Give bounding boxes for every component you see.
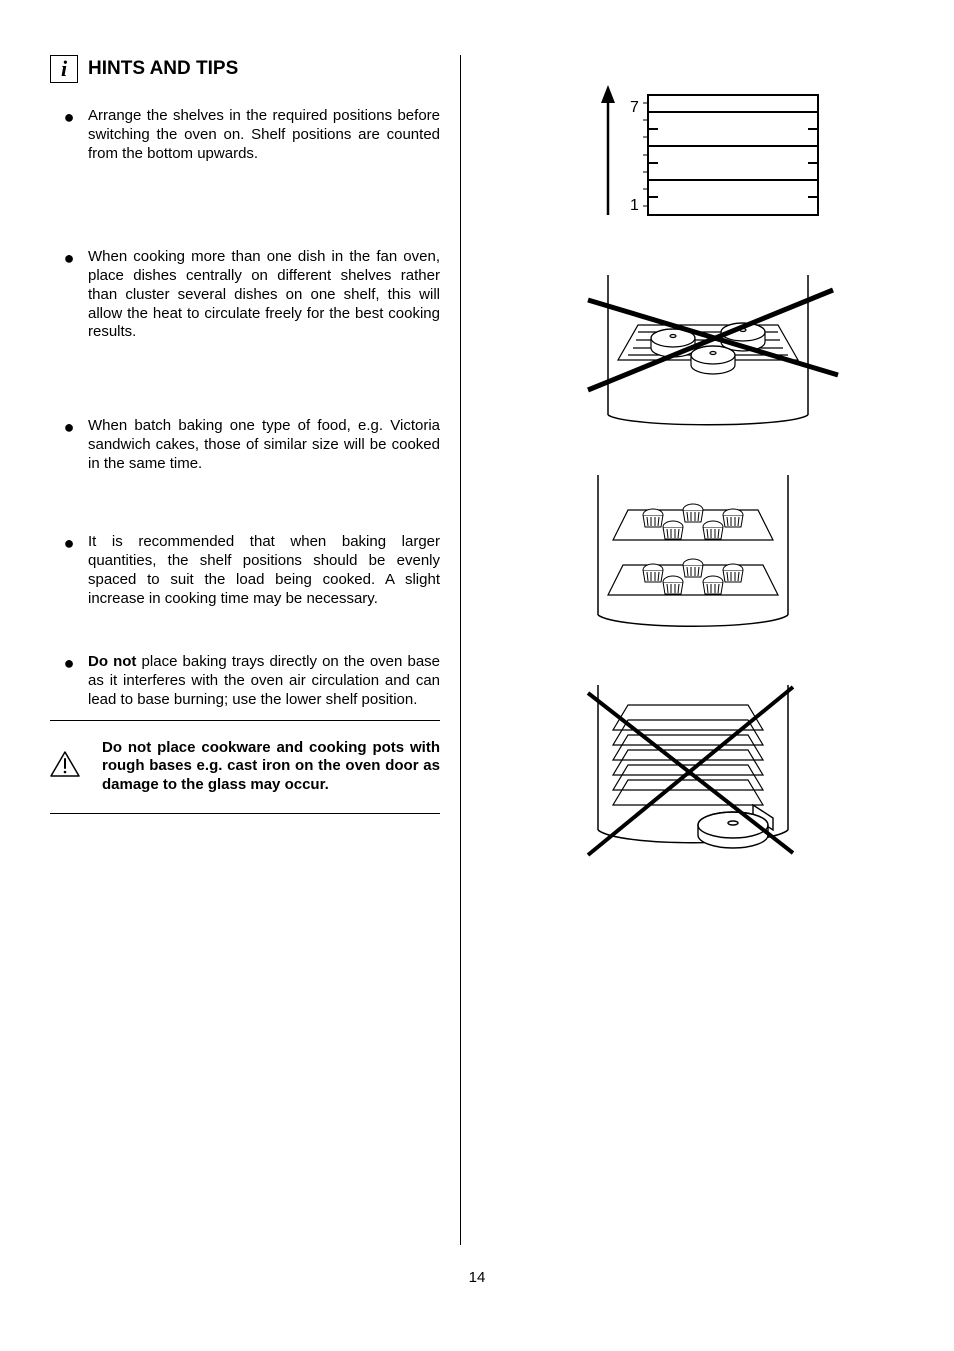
tip-item: ● When batch baking one type of food, e.… — [50, 417, 440, 473]
bullet-icon: ● — [50, 417, 88, 473]
right-column: 7 1 — [460, 55, 885, 1245]
left-column: i HINTS AND TIPS ● Arrange the shelves i… — [50, 55, 460, 1245]
shelf-label-bottom: 1 — [630, 197, 639, 214]
hints-heading: HINTS AND TIPS — [88, 58, 238, 80]
tip-item: ● Do not place baking trays directly on … — [50, 653, 440, 709]
info-icon: i — [50, 55, 78, 83]
tip-text: When cooking more than one dish in the f… — [88, 248, 440, 342]
tip-text: Do not place baking trays directly on th… — [88, 653, 440, 709]
shelf-label-top: 7 — [630, 99, 639, 116]
bullet-icon: ● — [50, 653, 88, 709]
page-number: 14 — [0, 1269, 954, 1286]
heading-row: i HINTS AND TIPS — [50, 55, 440, 83]
warning-text: Do not place cookware and cooking pots w… — [102, 739, 440, 795]
batch-baking-diagram — [558, 465, 818, 645]
tip-text: Arrange the shelves in the required posi… — [88, 107, 440, 163]
tip-item: ● It is recommended that when baking lar… — [50, 533, 440, 608]
warning-section: Do not place cookware and cooking pots w… — [50, 720, 440, 814]
tip-text: When batch baking one type of food, e.g.… — [88, 417, 440, 473]
bullet-icon: ● — [50, 248, 88, 342]
bullet-icon: ● — [50, 533, 88, 608]
shelf-positions-diagram: 7 1 — [548, 75, 828, 235]
tip-item: ● When cooking more than one dish in the… — [50, 248, 440, 342]
tip-item: ● Arrange the shelves in the required po… — [50, 107, 440, 163]
oven-base-wrong-diagram — [558, 675, 818, 870]
bullet-icon: ● — [50, 107, 88, 163]
clustered-dishes-diagram — [533, 260, 843, 440]
warning-icon — [50, 739, 102, 782]
tip-text: It is recommended that when baking large… — [88, 533, 440, 608]
